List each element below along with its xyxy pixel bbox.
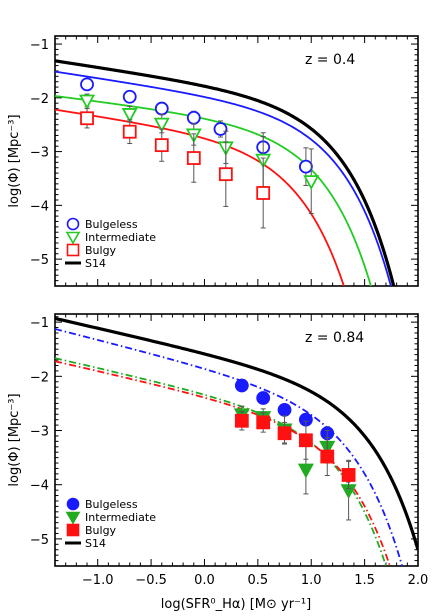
redshift-label: z = 0.4 [305, 52, 355, 68]
data-point-bulgeless [80, 77, 94, 92]
panel-top: −1 −2 −3 −4 −5 z = 0.4 BulgelessIntermediateBu… [30, 35, 419, 287]
legend-swatch-bulgy [66, 243, 80, 257]
data-point-intermediate [297, 463, 314, 479]
data-point-bulgy [218, 167, 233, 182]
data-point-intermediate [303, 175, 320, 191]
x-tick-label: 2.0 [408, 573, 429, 588]
data-point-bulgy [80, 111, 94, 126]
curve-bulgy [55, 360, 391, 566]
data-point-bulgy [256, 415, 271, 430]
y-tick-label: −2 [30, 92, 49, 107]
curve-bulgy [55, 108, 345, 286]
y-tick-label: −4 [30, 479, 49, 494]
curve-bulgeless [55, 328, 404, 566]
redshift-label: z = 0.84 [305, 330, 364, 346]
legend-label: Bulgeless [85, 218, 138, 231]
legend-label: Bulgy [85, 244, 117, 257]
x-tick-label: 1.5 [354, 573, 375, 588]
legend-swatch-bulgy [66, 523, 80, 537]
legend-swatch-intermediate [65, 511, 81, 525]
data-point-bulgy [341, 468, 356, 482]
legend-swatch-bulgeless [66, 217, 80, 231]
legend-label: S14 [85, 537, 106, 550]
data-point-bulgy [186, 151, 201, 165]
legend-label: Bulgeless [85, 498, 138, 511]
y-tick-label: −3 [30, 146, 49, 161]
data-point-bulgeless [122, 89, 137, 104]
x-tick-label: 0.5 [248, 573, 269, 588]
x-tick-label: −1.0 [82, 573, 114, 588]
x-tick-label: 0.0 [194, 573, 215, 588]
data-point-bulgeless [256, 391, 271, 405]
x-tick-label: −0.5 [135, 573, 167, 588]
y-tick-label: −2 [30, 370, 49, 385]
data-point-bulgy [277, 426, 292, 441]
curves-bottom [55, 316, 418, 566]
curve-s14 [55, 316, 418, 551]
data-point-bulgeless [154, 101, 169, 116]
legend-label: Bulgy [85, 524, 117, 537]
curves-top [55, 59, 396, 286]
y-tick-label: −1 [30, 38, 49, 53]
legend-swatch-bulgeless [66, 497, 80, 511]
legend-label: S14 [85, 257, 106, 270]
data-point-intermediate [79, 94, 96, 110]
y-tick-label: −1 [30, 316, 49, 331]
data-point-bulgeless [234, 378, 249, 393]
data-point-bulgeless [213, 122, 228, 136]
data-point-intermediate [153, 117, 170, 133]
legend-label: Intermediate [85, 511, 156, 524]
y-axis-label-bottom: log(Φ) [Mpc⁻³] [7, 393, 22, 486]
panel-bottom: −1 −2 −3 −4 −5 −1.0 −0.5 0.0 0.5 1.0 1.5 2.0 z = 0.8… [30, 313, 429, 588]
data-point-bulgy [256, 186, 271, 200]
data-point-bulgy [154, 138, 169, 153]
y-tick-label: −3 [30, 425, 49, 440]
legend-swatch-intermediate [65, 231, 81, 245]
y-axis-label-top: log(Φ) [Mpc⁻³] [7, 114, 22, 207]
data-point-bulgy [298, 433, 313, 448]
data-point-intermediate [121, 108, 138, 123]
data-point-bulgy [122, 124, 137, 139]
x-axis-label: log(SFR⁰_Hα) [M⊙ yr⁻¹] [161, 597, 311, 612]
x-tick-label: 1.0 [301, 573, 322, 588]
y-tick-label: −5 [30, 253, 49, 268]
y-tick-label: −4 [30, 199, 49, 214]
curve-bulgeless [55, 70, 392, 286]
data-point-bulgeless [277, 403, 292, 417]
data-point-bulgy [320, 449, 335, 464]
curve-s14 [55, 59, 396, 286]
legend-label: Intermediate [85, 231, 156, 244]
data-point-bulgy [234, 413, 249, 428]
data-point-bulgeless [298, 159, 313, 174]
data-point-bulgeless [186, 110, 201, 125]
curve-intermediate [55, 95, 372, 286]
y-tick-label: −5 [30, 533, 49, 548]
curve-intermediate [55, 357, 387, 566]
